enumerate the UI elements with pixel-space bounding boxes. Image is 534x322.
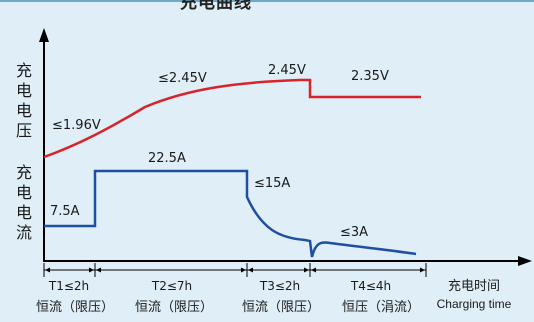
- ylab-v-char: 电: [16, 81, 32, 100]
- ylab-c-char: 电: [16, 183, 32, 202]
- phase-time-t4: T4≤4h: [350, 279, 391, 293]
- ylab-v-char: 压: [16, 121, 32, 140]
- current-label-t3: ≤15A: [254, 176, 290, 191]
- x-axis-label: 充电时间: [448, 278, 500, 294]
- ylab-c-char: 流: [16, 223, 32, 242]
- phase-arrowheads: [45, 267, 425, 273]
- voltage-curve: [43, 78, 421, 159]
- ylab-c-char: 充: [16, 163, 32, 182]
- ylab-v-char: 充: [16, 61, 32, 80]
- voltage-label-t1: ≤1.96V: [52, 118, 101, 133]
- current-label-t4: ≤3A: [340, 225, 368, 240]
- current-curve: [44, 169, 417, 258]
- phase-dimension-lines: [43, 263, 427, 277]
- phase-time-t1: T1≤2h: [48, 279, 89, 293]
- voltage-label-t3: 2.45V: [268, 63, 306, 78]
- ylab-c-char: 电: [16, 203, 32, 222]
- current-label-t2: 22.5A: [148, 151, 186, 166]
- chart-title: 充电曲线: [180, 0, 252, 10]
- voltage-label-t2: ≤2.45V: [158, 71, 207, 86]
- phase-time-t3: T3≤2h: [259, 279, 300, 293]
- phase-mode-t1: 恒流（限压）: [36, 300, 114, 315]
- phase-mode-t4: 恒压（涓流）: [342, 299, 420, 315]
- x-axis-arrow: [518, 256, 532, 266]
- x-axis-label-en: Charging time: [437, 297, 512, 311]
- chart-title-clip: 充电曲线: [180, 0, 420, 10]
- phase-mode-t2: 恒流（限压）: [135, 300, 213, 315]
- current-label-t1: 7.5A: [50, 204, 80, 219]
- y-axis-arrow: [39, 28, 49, 42]
- phase-time-t2: T2≤7h: [151, 279, 192, 293]
- voltage-label-t4: 2.35V: [351, 69, 389, 84]
- ylab-v-char: 电: [16, 101, 32, 120]
- phase-mode-t3: 恒流（限压）: [242, 300, 320, 315]
